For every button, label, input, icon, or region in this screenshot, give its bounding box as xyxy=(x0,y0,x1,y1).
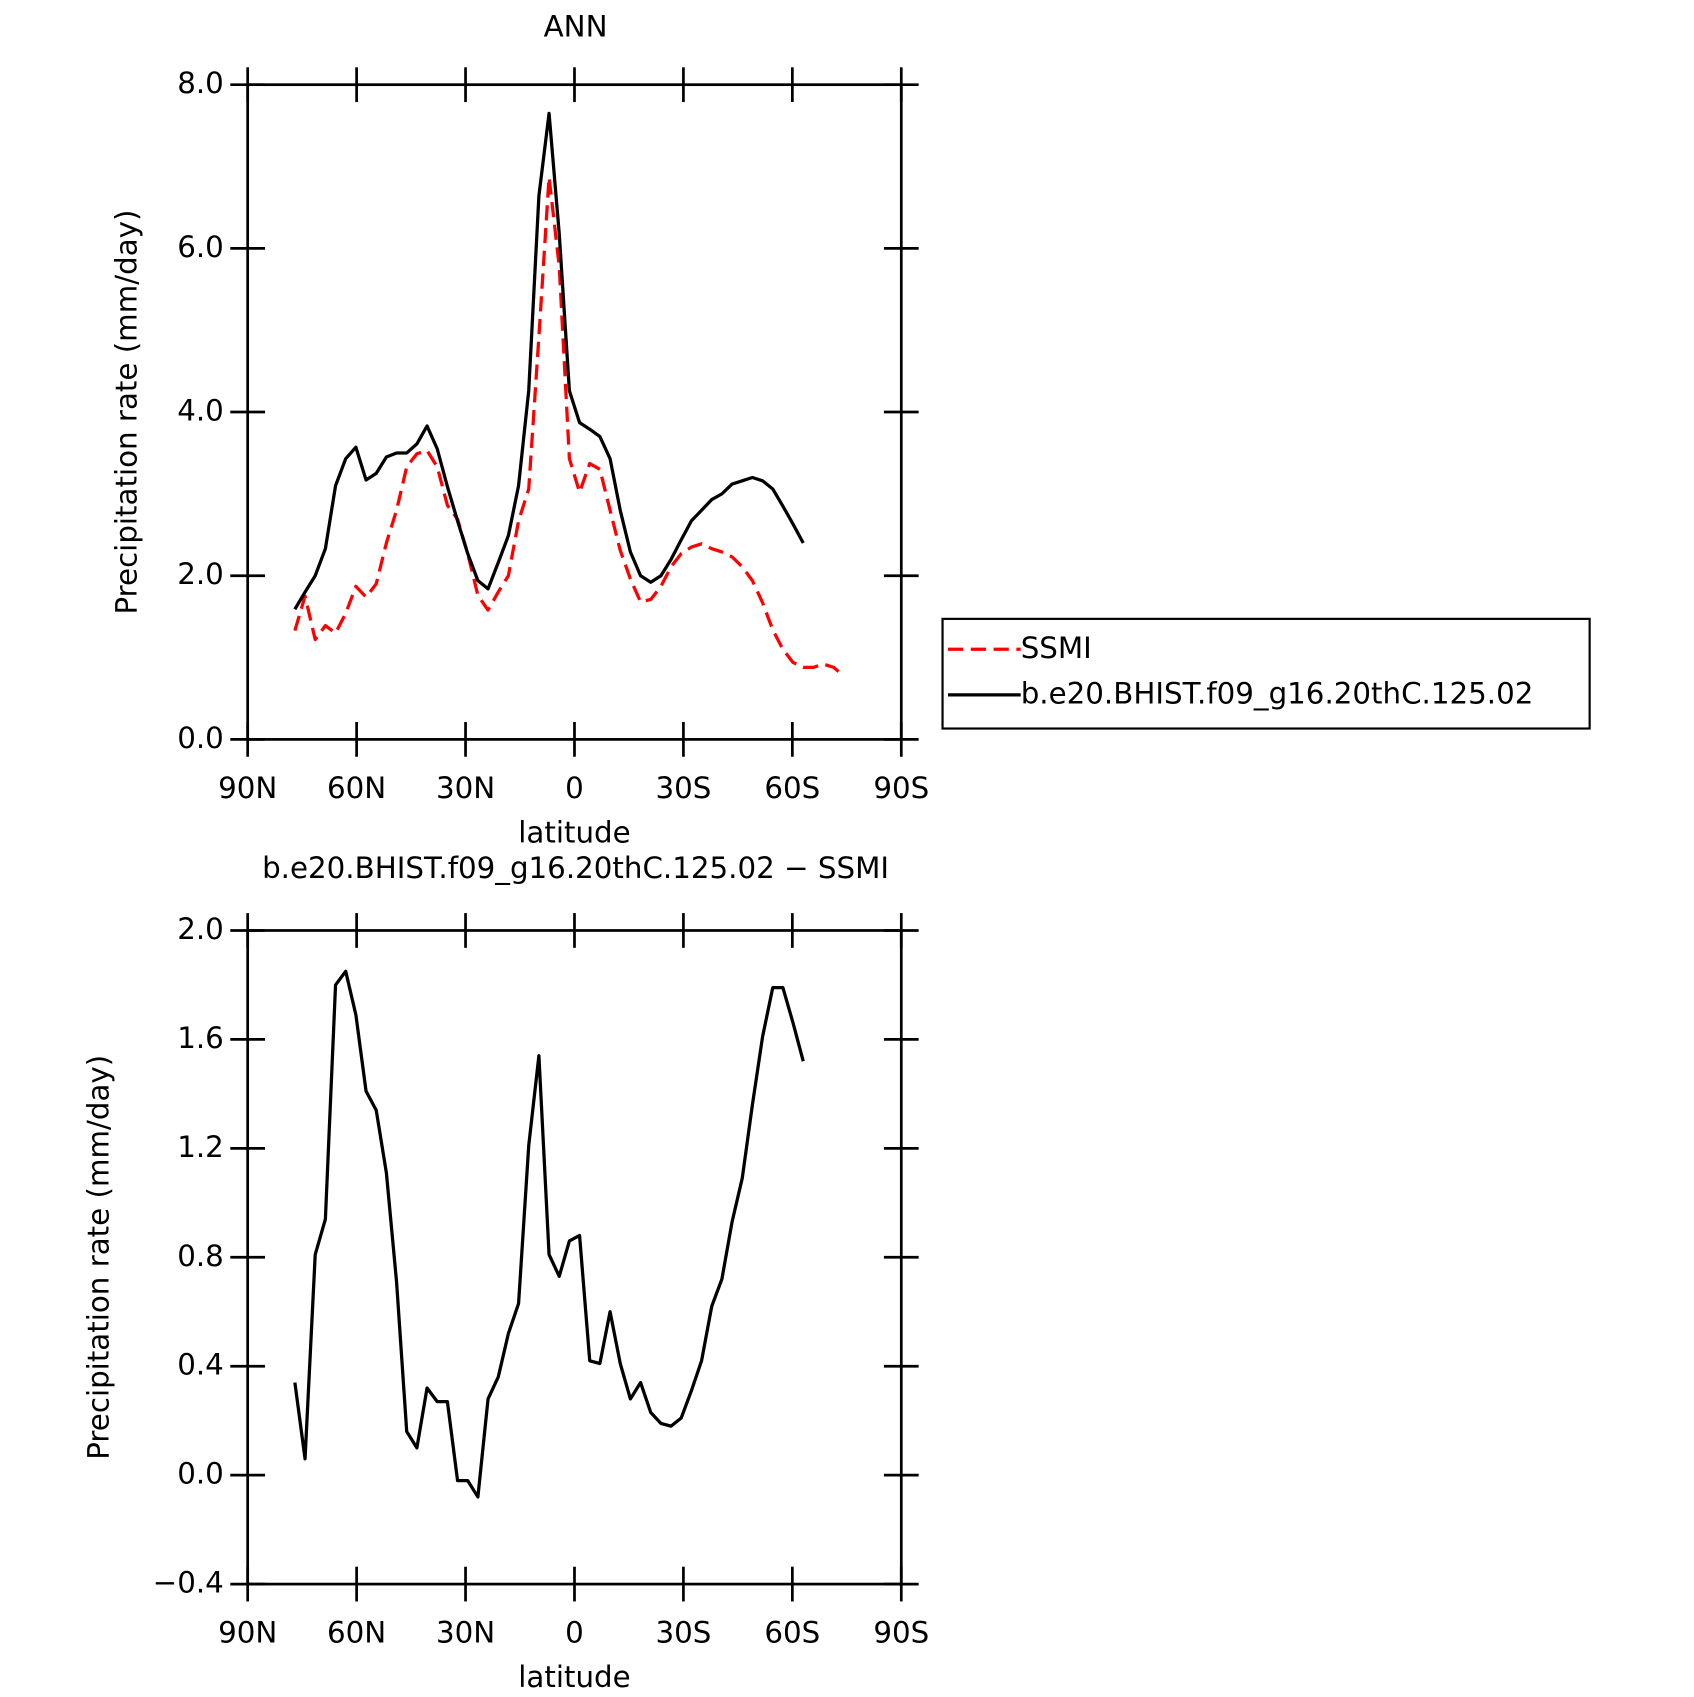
y-tick-label: 1.2 xyxy=(177,1130,224,1164)
x-tick-label: 0 xyxy=(565,1616,584,1650)
y-tick-label: −0.4 xyxy=(153,1566,224,1600)
x-tick-label: 90N xyxy=(218,1616,277,1650)
y-tick-label: 4.0 xyxy=(177,394,224,428)
x-tick-label: 90S xyxy=(873,771,929,805)
y-tick-label: 0.0 xyxy=(177,721,224,755)
y-tick-label: 2.0 xyxy=(177,912,224,946)
chart-title: ANN xyxy=(544,10,608,44)
y-tick-label: 0.8 xyxy=(177,1239,224,1273)
x-tick-label: 60S xyxy=(764,771,820,805)
y-tick-label: 0.0 xyxy=(177,1457,224,1491)
legend-label: SSMI xyxy=(1021,631,1092,665)
x-tick-label: 60N xyxy=(327,1616,386,1650)
x-tick-label: 30S xyxy=(655,771,711,805)
y-axis-label: Precipitation rate (mm/day) xyxy=(110,210,144,615)
x-tick-label: 60S xyxy=(764,1616,820,1650)
y-tick-label: 2.0 xyxy=(177,557,224,591)
x-tick-label: 30S xyxy=(655,1616,711,1650)
x-tick-label: 30N xyxy=(436,771,495,805)
plot-frame xyxy=(246,929,903,1586)
data-line xyxy=(293,175,845,678)
y-tick-label: 8.0 xyxy=(177,66,224,100)
x-axis-label: latitude xyxy=(518,1660,630,1694)
y-tick-label: 0.4 xyxy=(177,1348,224,1382)
y-tick-label: 6.0 xyxy=(177,230,224,264)
chart-title: b.e20.BHIST.f09_g16.20thC.125.02 − SSMI xyxy=(262,851,889,885)
y-axis-label: Precipitation rate (mm/day) xyxy=(82,1055,116,1460)
x-tick-label: 30N xyxy=(436,1616,495,1650)
legend-label: b.e20.BHIST.f09_g16.20thC.125.02 xyxy=(1021,676,1534,710)
legend-box xyxy=(941,617,1591,730)
x-tick-label: 0 xyxy=(565,771,584,805)
legend: SSMI b.e20.BHIST.f09_g16.20thC.125.02 xyxy=(941,617,1591,730)
y-tick-label: 1.6 xyxy=(177,1021,224,1055)
data-line xyxy=(293,111,805,611)
x-axis-label: latitude xyxy=(518,815,630,849)
x-tick-label: 60N xyxy=(327,771,386,805)
x-tick-label: 90N xyxy=(218,771,277,805)
data-line xyxy=(293,969,805,1499)
x-tick-label: 90S xyxy=(873,1616,929,1650)
